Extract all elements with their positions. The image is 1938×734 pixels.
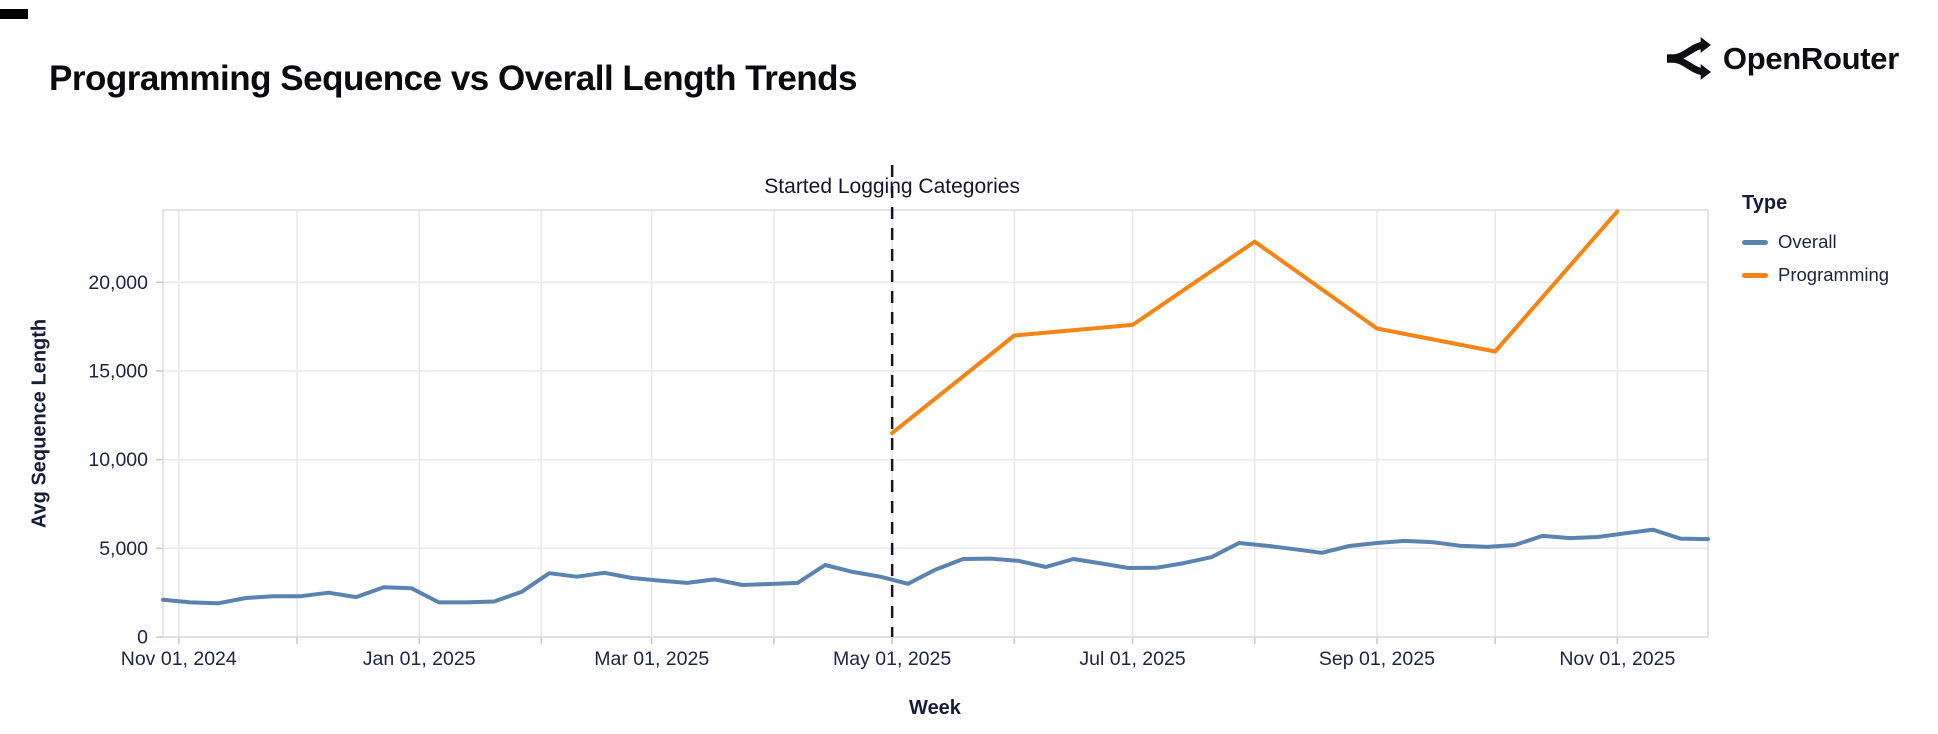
openrouter-logo-text: OpenRouter — [1722, 41, 1899, 76]
x-tick-label: Nov 01, 2025 — [1559, 648, 1675, 670]
page-title: Programming Sequence vs Overall Length T… — [49, 59, 858, 99]
x-axis-title: Week — [909, 697, 961, 719]
x-tick-label: May 01, 2025 — [833, 648, 951, 670]
overall-series-line — [161, 527, 1710, 606]
programming-series-line — [890, 209, 1620, 436]
screen-artifact-bar — [0, 9, 28, 19]
legend-label-overall: Overall — [1778, 231, 1837, 252]
x-tick-label: Jul 01, 2025 — [1079, 648, 1185, 670]
legend-label-programming: Programming — [1778, 264, 1890, 285]
y-axis-title: Avg Sequence Length — [28, 318, 51, 529]
openrouter-logo: OpenRouter — [1665, 36, 1899, 82]
y-tick-label: 15,000 — [88, 361, 148, 383]
openrouter-logo-icon — [1666, 37, 1711, 80]
y-tick-label: 20,000 — [88, 272, 148, 294]
chart-legend: Type Overall Programming — [1742, 192, 1889, 297]
y-tick-label: 10,000 — [88, 449, 148, 471]
overall-series-swatch — [1742, 239, 1768, 245]
legend-item-overall: Overall — [1742, 231, 1889, 253]
y-tick-label: 0 — [137, 627, 148, 649]
x-tick-label: Nov 01, 2024 — [121, 648, 237, 670]
legend-item-programming: Programming — [1742, 264, 1889, 286]
x-tick-label: Mar 01, 2025 — [594, 648, 709, 670]
programming-series-swatch — [1742, 272, 1768, 278]
x-tick-label: Sep 01, 2025 — [1319, 648, 1435, 670]
y-tick-label: 5,000 — [99, 538, 148, 560]
annotation-label: Started Logging Categories — [764, 175, 1020, 198]
plot-border — [162, 209, 1709, 638]
legend-title: Type — [1742, 192, 1788, 214]
x-tick-label: Jan 01, 2025 — [363, 648, 476, 670]
